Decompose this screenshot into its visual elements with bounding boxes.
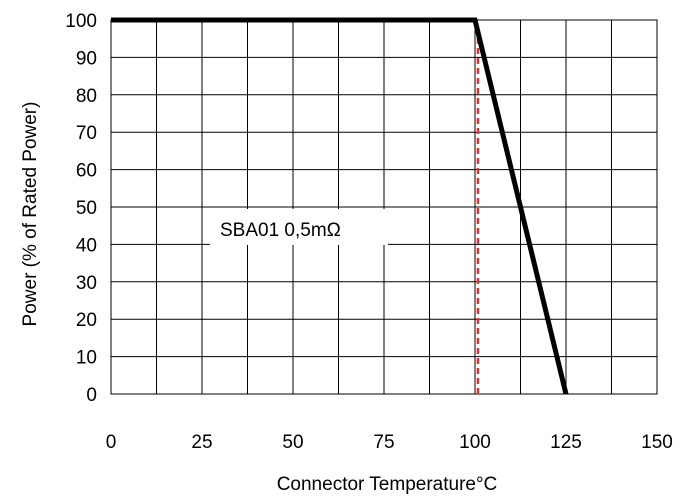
grid-lines <box>110 19 658 395</box>
x-tick-label: 75 <box>373 432 394 453</box>
y-tick-label: 60 <box>76 161 97 182</box>
x-axis-label: Connector Temperature°C <box>277 474 498 495</box>
y-tick-label: 90 <box>76 48 97 69</box>
annotation-box <box>210 209 388 245</box>
x-tick-label: 25 <box>191 432 212 453</box>
tick-labels: 0 10 20 30 40 50 60 70 80 90 100 0 25 50 75 100 125 150 <box>65 11 673 453</box>
y-tick-label: 0 <box>86 385 97 406</box>
y-tick-label: 80 <box>76 86 97 107</box>
y-tick-label: 100 <box>65 11 97 32</box>
x-tick-label: 150 <box>641 432 673 453</box>
x-tick-label: 100 <box>459 432 491 453</box>
y-tick-label: 10 <box>76 348 97 369</box>
y-tick-label: 20 <box>76 310 97 331</box>
y-tick-label: 40 <box>76 235 97 256</box>
annotation-label: SBA01 0,5mΩ <box>220 220 341 241</box>
series-line <box>111 17 569 395</box>
x-tick-label: 0 <box>106 432 117 453</box>
y-tick-label: 70 <box>76 123 97 144</box>
x-tick-label: 50 <box>282 432 303 453</box>
y-axis-label: Power (% of Rated Power) <box>20 102 41 327</box>
y-tick-label: 50 <box>76 198 97 219</box>
x-tick-label: 125 <box>550 432 582 453</box>
y-tick-label: 30 <box>76 273 97 294</box>
